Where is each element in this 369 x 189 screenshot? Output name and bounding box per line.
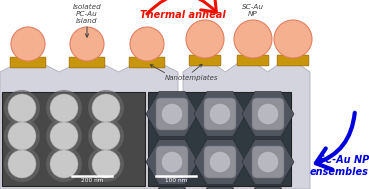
FancyBboxPatch shape [189, 55, 221, 66]
Text: 200 nm: 200 nm [81, 178, 103, 183]
Circle shape [46, 146, 82, 182]
Circle shape [162, 152, 182, 172]
FancyBboxPatch shape [204, 146, 236, 178]
Circle shape [92, 94, 120, 122]
Circle shape [210, 104, 230, 124]
Circle shape [46, 118, 82, 154]
Circle shape [258, 152, 278, 172]
FancyArrowPatch shape [147, 0, 216, 14]
Circle shape [162, 104, 182, 124]
Bar [0, 0, 369, 90]
Bar [148, 92, 291, 186]
Circle shape [92, 150, 120, 178]
Circle shape [4, 90, 40, 126]
Circle shape [88, 146, 124, 182]
FancyArrowPatch shape [316, 113, 355, 170]
FancyBboxPatch shape [156, 146, 188, 178]
Circle shape [70, 27, 104, 61]
Circle shape [50, 94, 78, 122]
Text: SC-Au NP
ensembles: SC-Au NP ensembles [310, 155, 369, 177]
Text: Nanotemplates: Nanotemplates [165, 75, 218, 81]
Circle shape [88, 118, 124, 154]
FancyBboxPatch shape [129, 57, 165, 68]
Circle shape [274, 20, 312, 58]
FancyBboxPatch shape [69, 57, 105, 68]
Circle shape [210, 152, 230, 172]
FancyBboxPatch shape [237, 55, 269, 66]
Circle shape [258, 104, 278, 124]
Circle shape [11, 27, 45, 61]
Bar [2, 92, 145, 186]
FancyBboxPatch shape [204, 98, 236, 130]
Circle shape [8, 122, 36, 150]
Circle shape [8, 94, 36, 122]
FancyBboxPatch shape [252, 98, 284, 130]
FancyBboxPatch shape [10, 57, 46, 68]
Circle shape [4, 146, 40, 182]
Text: 100 nm: 100 nm [165, 178, 187, 183]
FancyBboxPatch shape [277, 55, 309, 66]
Circle shape [50, 150, 78, 178]
Text: Isolated
PC-Au
island: Isolated PC-Au island [73, 4, 101, 24]
Circle shape [46, 90, 82, 126]
Circle shape [92, 122, 120, 150]
Circle shape [4, 118, 40, 154]
Circle shape [88, 90, 124, 126]
Polygon shape [183, 57, 310, 189]
Circle shape [130, 27, 164, 61]
FancyBboxPatch shape [156, 98, 188, 130]
FancyBboxPatch shape [252, 146, 284, 178]
Text: Thermal anneal: Thermal anneal [140, 10, 226, 20]
Polygon shape [0, 57, 178, 189]
Circle shape [234, 20, 272, 58]
Circle shape [8, 150, 36, 178]
Circle shape [50, 122, 78, 150]
Circle shape [186, 20, 224, 58]
Text: SC-Au
NP: SC-Au NP [242, 4, 264, 17]
